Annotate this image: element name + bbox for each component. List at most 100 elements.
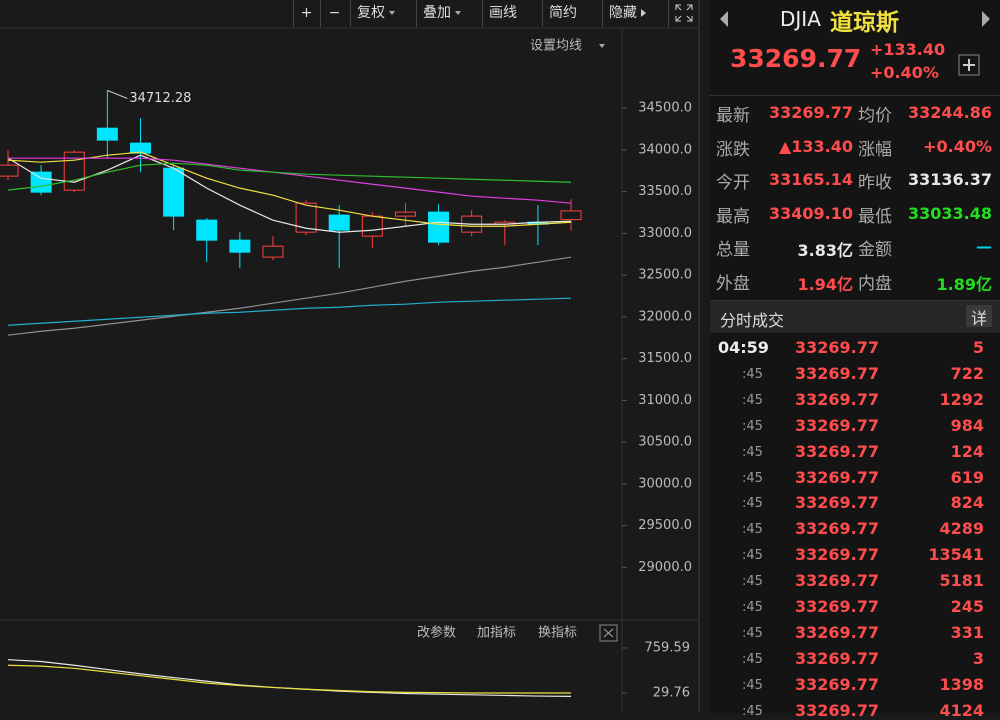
quote-change: +133.40 xyxy=(870,40,946,59)
stat-value: — xyxy=(976,237,992,256)
candle-body xyxy=(394,211,416,217)
y-tick-label: 32500.0 xyxy=(638,268,692,283)
indicator-button[interactable]: 加指标 xyxy=(477,626,516,641)
trade-time: :45 xyxy=(742,392,763,408)
trade-price: 33269.77 xyxy=(795,597,880,616)
trade-volume: 722 xyxy=(950,363,984,383)
add-button[interactable] xyxy=(958,54,980,76)
stat-label: 昨收 xyxy=(858,173,892,193)
stat-value: 33033.48 xyxy=(907,203,992,223)
stat-label: 金额 xyxy=(858,240,892,260)
trade-volume: 5181 xyxy=(939,571,984,591)
ma-line xyxy=(8,157,572,204)
trade-price: 33269.77 xyxy=(795,389,880,409)
trade-price: 33269.77 xyxy=(795,545,880,565)
stat-label: 最低 xyxy=(858,206,892,227)
toolbar-button[interactable]: 画线 xyxy=(482,0,540,27)
indicator-line xyxy=(7,664,572,694)
ma-setting[interactable]: 设置均线 xyxy=(530,39,582,54)
stat-label: 涨跌 xyxy=(716,139,750,160)
trade-time: :45 xyxy=(742,418,763,434)
candle-body xyxy=(295,202,317,233)
trade-volume: 824 xyxy=(950,493,984,513)
close-icon xyxy=(603,628,614,638)
stat-label: 内盘 xyxy=(858,273,892,294)
toolbar-button[interactable]: 叠加 xyxy=(416,0,480,27)
trades-header xyxy=(710,300,1000,333)
stat-value: 1.94亿 xyxy=(797,274,853,294)
trade-price: 33269.77 xyxy=(795,622,880,642)
trade-time: :45 xyxy=(742,600,763,615)
stat-value: 33244.86 xyxy=(907,103,992,122)
y-tick-label: 30000.0 xyxy=(638,476,692,491)
candle-body xyxy=(262,245,284,258)
y-tick-label: 34500.0 xyxy=(638,101,692,116)
max-pointer xyxy=(107,89,128,99)
trade-volume: 124 xyxy=(950,441,984,461)
trade-price: 33269.77 xyxy=(795,700,880,720)
candle-body xyxy=(0,164,19,177)
y-tick-label: 759.59 xyxy=(645,640,691,655)
trade-price: 33269.77 xyxy=(795,674,880,694)
trade-price: 33269.77 xyxy=(795,648,880,668)
toolbar-button[interactable]: 简约 xyxy=(542,0,600,27)
y-tick-label: 33500.0 xyxy=(638,184,692,199)
ma-line xyxy=(7,151,572,227)
stat-value: 33136.37 xyxy=(907,170,992,189)
stat-label: 涨幅 xyxy=(858,139,892,160)
stat-value: 3.83亿 xyxy=(797,241,853,260)
quote-price: 33269.77 xyxy=(730,44,862,73)
prev-arrow[interactable] xyxy=(718,10,730,28)
candle-body xyxy=(328,214,350,231)
trade-time: :45 xyxy=(742,470,763,486)
trade-volume: 984 xyxy=(950,415,984,435)
ma-line xyxy=(7,154,572,233)
stat-label: 外盘 xyxy=(716,273,750,294)
trade-time: :45 xyxy=(742,548,763,564)
candle-body xyxy=(129,142,151,154)
chart: 设置均线 34500.0 34000.0 33500.0 33000.0 32500.0… xyxy=(0,0,700,713)
y-tick-label: 32000.0 xyxy=(638,309,692,324)
trade-volume: 4124 xyxy=(939,700,984,720)
toolbar-button[interactable]: 隐藏 xyxy=(602,0,668,27)
indicator-button[interactable]: 改参数 xyxy=(417,625,456,641)
trade-time: :45 xyxy=(742,496,763,512)
ma-line xyxy=(7,162,572,191)
toolbar-button[interactable]: − xyxy=(320,0,348,27)
candle-body xyxy=(196,219,218,241)
detail-button[interactable]: 详 xyxy=(966,305,992,328)
stat-value: 33269.77 xyxy=(768,103,853,122)
trade-price: 33269.77 xyxy=(795,519,880,539)
trade-time: :45 xyxy=(742,366,763,382)
trades-title: 分时成交 xyxy=(720,311,785,330)
toolbar-button[interactable]: + xyxy=(293,0,319,27)
trade-time: :45 xyxy=(742,574,763,590)
trade-volume: 4289 xyxy=(939,519,984,539)
trade-time: 04:59 xyxy=(718,338,769,357)
dropdown-icon xyxy=(389,11,395,15)
divider xyxy=(710,95,1000,96)
trade-price: 33269.77 xyxy=(795,571,880,591)
close-box[interactable] xyxy=(599,624,618,642)
ma-line xyxy=(7,297,572,326)
y-tick-label: 29500.0 xyxy=(638,518,692,533)
trade-price: 33269.77 xyxy=(795,493,880,513)
fullscreen-button[interactable] xyxy=(668,0,698,27)
next-arrow[interactable] xyxy=(980,10,992,28)
dropdown-icon xyxy=(455,11,461,15)
stat-value: 33165.14 xyxy=(768,170,853,189)
trade-volume: 1398 xyxy=(939,674,984,694)
indicator-button[interactable]: 换指标 xyxy=(538,626,577,641)
quote-change-pct: +0.40% xyxy=(870,63,939,82)
trade-volume: 5 xyxy=(972,338,984,357)
stat-value: +0.40% xyxy=(923,136,992,156)
stat-label: 最高 xyxy=(716,206,750,227)
trade-time: :45 xyxy=(742,522,763,538)
candle-body xyxy=(163,167,185,217)
expand-icon xyxy=(641,9,646,17)
trade-price: 33269.77 xyxy=(795,415,880,435)
toolbar-button[interactable]: 复权 xyxy=(350,0,414,27)
stat-value: ▲133.40 xyxy=(778,136,853,156)
quote-panel: DJIA 道琼斯 33269.77 +133.40 +0.40% 最新 33269… xyxy=(710,0,1000,720)
